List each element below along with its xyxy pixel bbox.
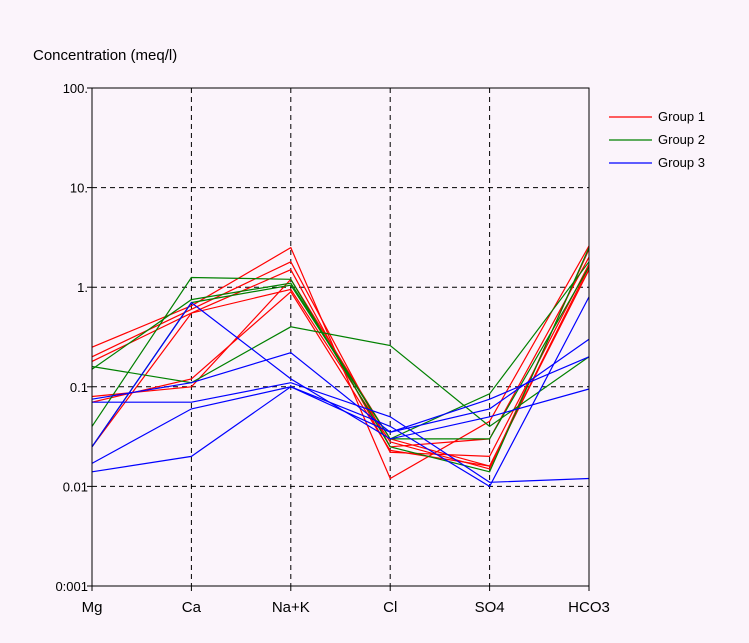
series-line-7 <box>91 326 590 428</box>
x-tick-label: Na+K <box>272 599 310 616</box>
y-ticks: 100. 10. 1. 0.1 0.01 0:001 <box>55 81 92 594</box>
x-tick-label: SO4 <box>475 599 505 616</box>
legend-label: Group 3 <box>658 155 705 170</box>
y-tick-label: 100. <box>63 81 88 96</box>
y-tick-label: 1. <box>77 280 88 295</box>
series-line-15 <box>91 301 590 448</box>
series-line-11 <box>91 352 590 433</box>
x-tick-label: HCO3 <box>568 599 610 616</box>
x-tick-label: Ca <box>182 599 202 616</box>
y-tick-label: 0.1 <box>70 380 88 395</box>
x-ticks: Mg Ca Na+K Cl SO4 HCO3 <box>82 586 610 616</box>
series-lines <box>91 245 590 488</box>
x-tick-label: Cl <box>383 599 397 616</box>
series-line-13 <box>91 296 590 488</box>
y-axis-label: Concentration (meq/l) <box>33 47 177 64</box>
plot-frame <box>91 87 590 587</box>
y-tick-label: 0.01 <box>63 479 88 494</box>
legend-label: Group 1 <box>658 109 705 124</box>
legend: Group 1 Group 2 Group 3 <box>609 109 705 170</box>
x-tick-label: Mg <box>82 599 103 616</box>
y-tick-label: 10. <box>70 181 88 196</box>
y-tick-label: 0:001 <box>55 579 88 594</box>
legend-label: Group 2 <box>658 132 705 147</box>
series-line-12 <box>92 382 590 483</box>
grid <box>92 88 589 586</box>
series-line-2 <box>91 256 590 448</box>
